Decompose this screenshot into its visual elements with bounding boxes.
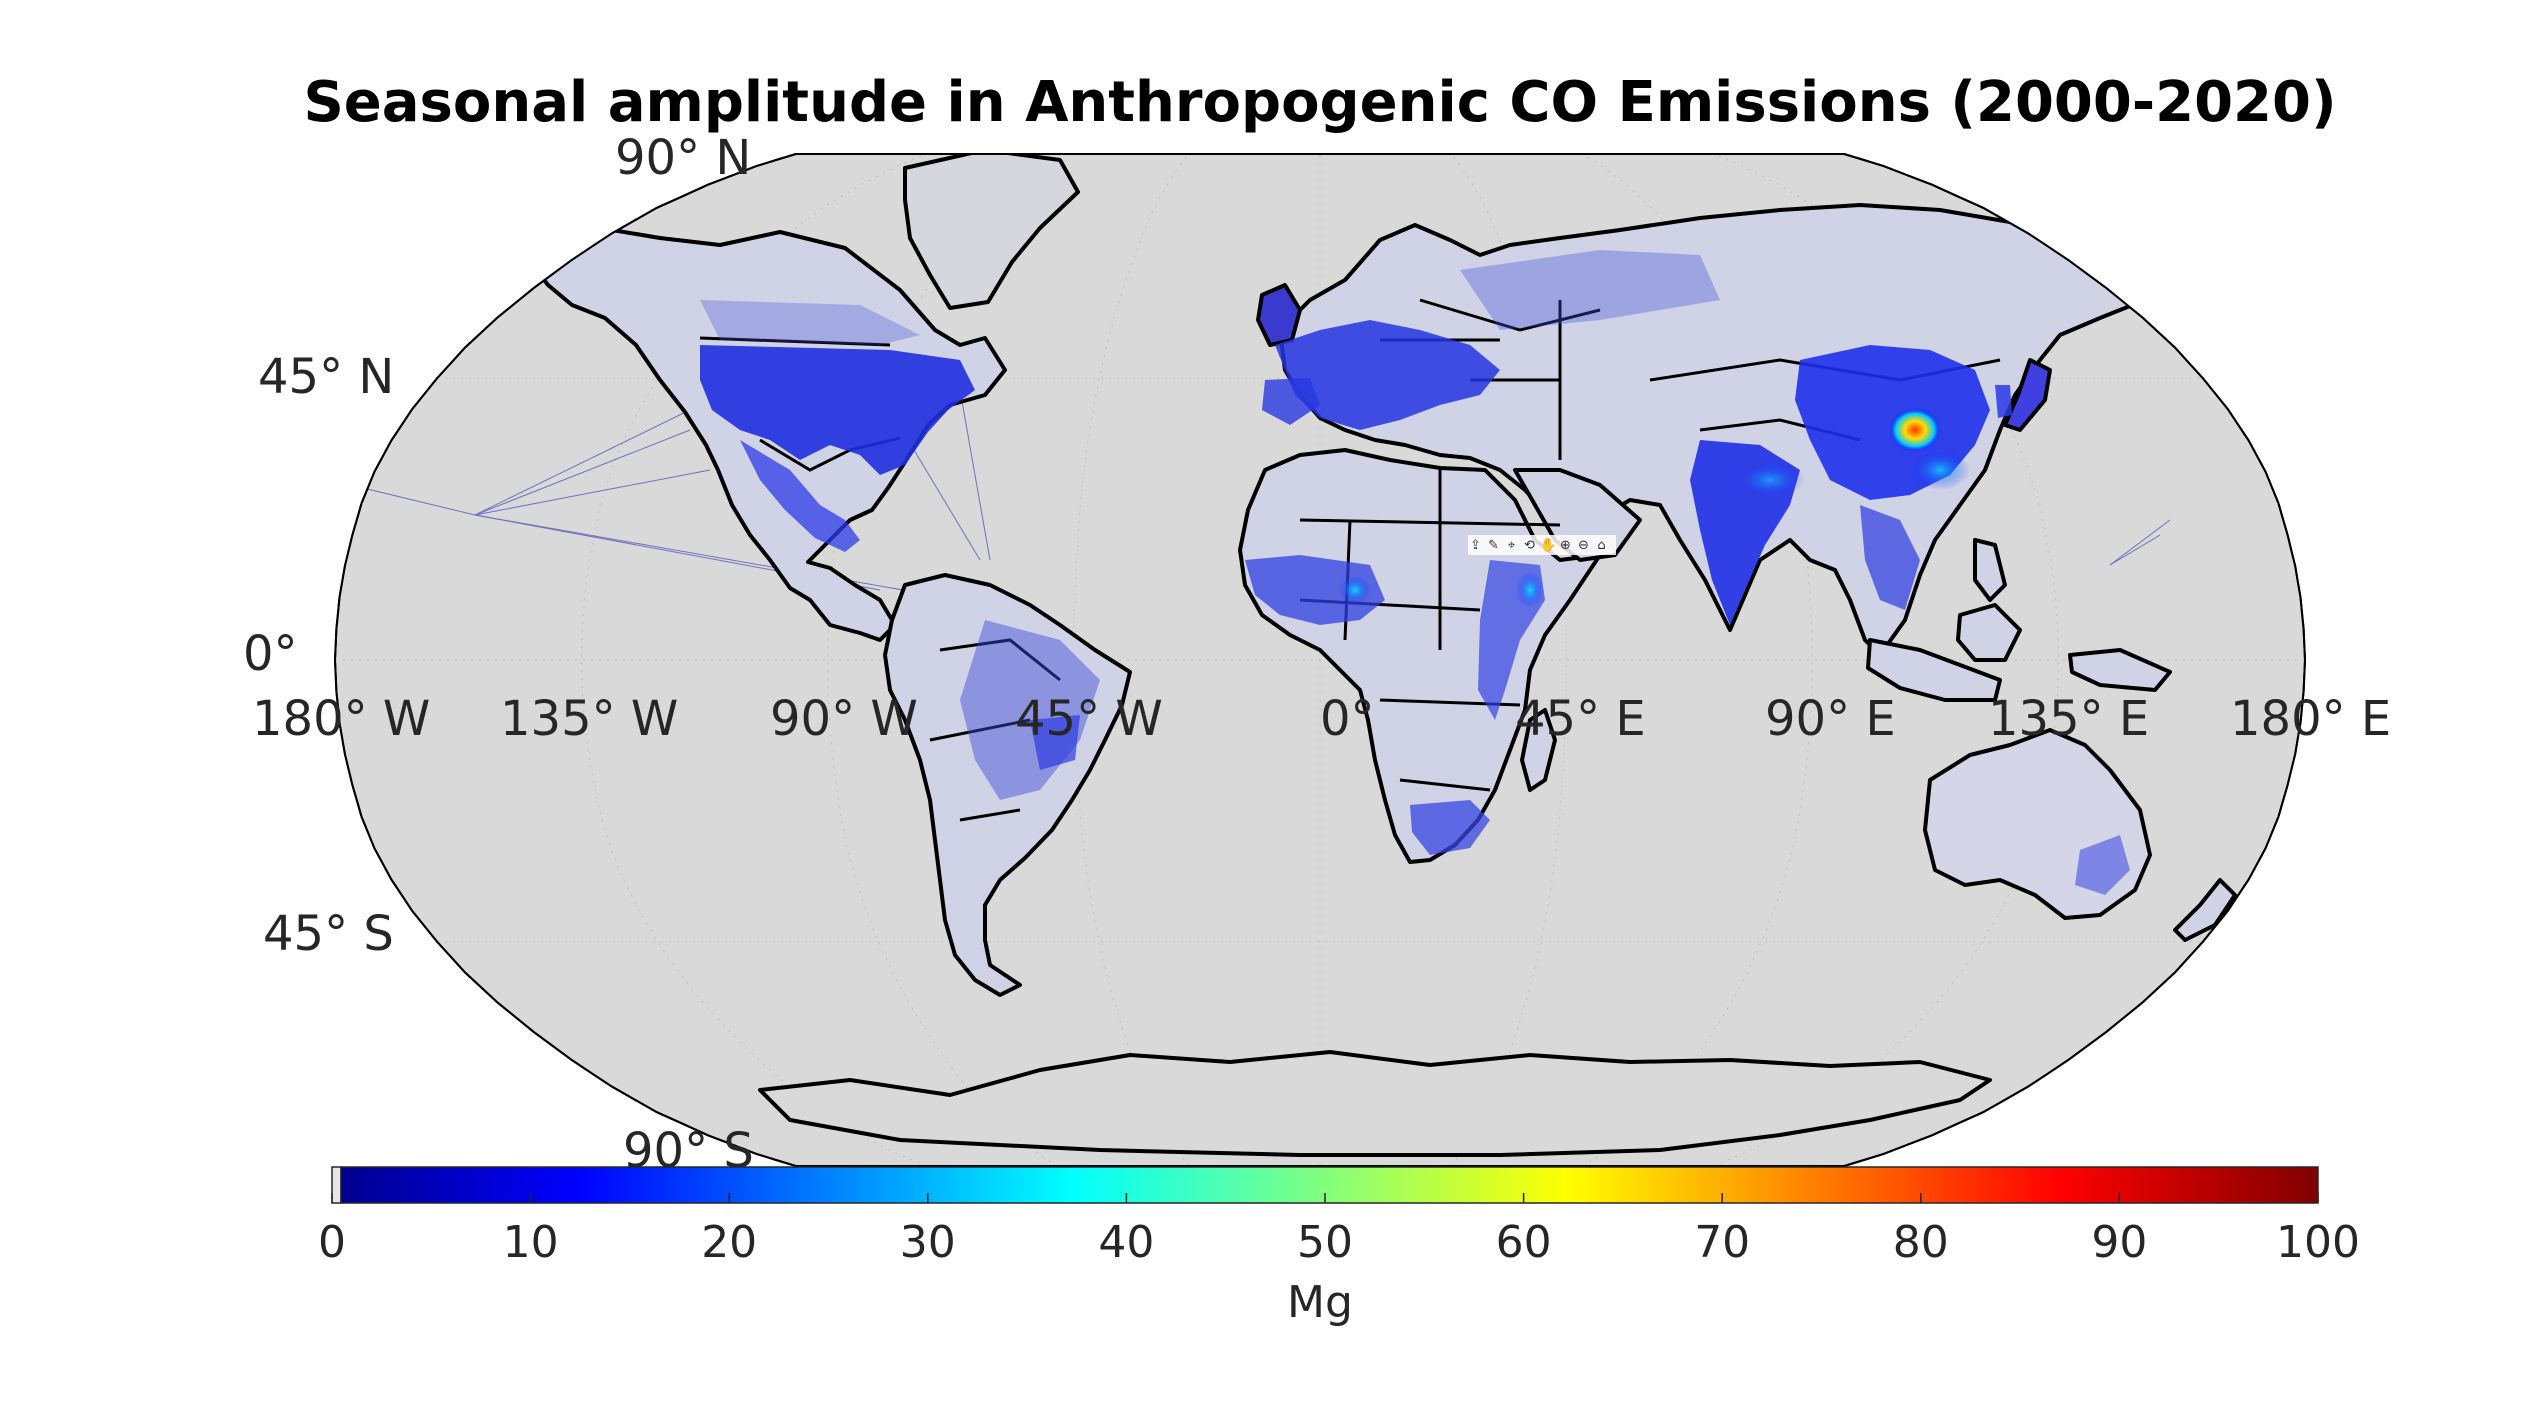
colorbar-tick-label: 70 bbox=[1694, 1217, 1750, 1268]
home-icon[interactable]: ⌂ bbox=[1597, 537, 1606, 553]
lon-label-0: 0° bbox=[1320, 691, 1375, 747]
emission-south-africa bbox=[1410, 800, 1490, 855]
zoom-out-icon[interactable]: ⊖ bbox=[1578, 537, 1589, 553]
emission-southeast-asia bbox=[1860, 505, 1920, 610]
lon-label-180e: 180° E bbox=[2230, 691, 2391, 747]
rotate-icon[interactable]: ⟲ bbox=[1524, 537, 1535, 553]
land-new-zealand bbox=[2173, 878, 2237, 942]
lon-label-90e: 90° E bbox=[1765, 691, 1896, 747]
colorbar-tick-label: 10 bbox=[503, 1217, 559, 1268]
map-title: Seasonal amplitude in Anthropogenic CO E… bbox=[303, 70, 2336, 135]
lon-label-180w: 180° W bbox=[252, 691, 430, 747]
hotspot-eastern-china bbox=[1910, 450, 1970, 490]
colorbar-ticks: 0 10 20 30 40 50 60 70 80 90 100 bbox=[318, 1193, 2360, 1268]
colorbar: 0 10 20 30 40 50 60 70 80 90 100 Mg bbox=[318, 1166, 2360, 1328]
lon-label-45w: 45° W bbox=[1015, 691, 1163, 747]
emission-southeast-brazil bbox=[1030, 715, 1080, 770]
emission-east-australia bbox=[2075, 835, 2130, 895]
colorbar-tick-label: 40 bbox=[1098, 1217, 1154, 1268]
graticule-meridian bbox=[1713, 154, 2060, 1166]
colorbar-tick-label: 100 bbox=[2276, 1217, 2360, 1268]
brush-icon[interactable]: ✎ bbox=[1488, 537, 1499, 553]
emission-west-africa bbox=[1245, 555, 1385, 625]
emission-russia bbox=[1460, 250, 1720, 330]
lat-label-0: 0° bbox=[243, 626, 298, 682]
lon-label-90w: 90° W bbox=[770, 691, 918, 747]
map-frame bbox=[333, 153, 2307, 1167]
emission-overlays bbox=[700, 250, 2130, 895]
colorbar-tick-label: 0 bbox=[318, 1217, 346, 1268]
graticule-meridian bbox=[580, 154, 927, 1166]
lat-label-45n: 45° N bbox=[258, 349, 394, 405]
land-antarctica bbox=[758, 1050, 1992, 1157]
lat-label-45s: 45° S bbox=[263, 906, 394, 962]
pan-icon[interactable]: ✋ bbox=[1540, 537, 1557, 553]
emission-iberia bbox=[1262, 378, 1320, 425]
lon-label-135e: 135° E bbox=[1988, 691, 2149, 747]
land-south-america bbox=[883, 573, 1132, 997]
colorbar-tick-label: 20 bbox=[701, 1217, 757, 1268]
land-philippines bbox=[1973, 538, 2007, 602]
land-eurasia bbox=[1278, 203, 2162, 657]
lon-label-45e: 45° E bbox=[1515, 691, 1646, 747]
emission-canada bbox=[700, 300, 920, 345]
hotspot-north-china-plain bbox=[1889, 408, 1941, 452]
colorbar-tick-label: 50 bbox=[1297, 1217, 1353, 1268]
land-borneo bbox=[1956, 603, 2022, 662]
emission-korea bbox=[1995, 385, 2012, 418]
hotspot-ganges-plain bbox=[1735, 462, 1805, 498]
axes-toolbar: ⇪ ✎ ⌖ ⟲ ✋ ⊕ ⊖ ⌂ bbox=[1468, 535, 1616, 555]
datatip-icon[interactable]: ⌖ bbox=[1507, 537, 1516, 553]
emission-united-states bbox=[700, 345, 975, 475]
colorbar-label: Mg bbox=[1287, 1277, 1353, 1328]
land-japan bbox=[2003, 358, 2052, 432]
emission-mexico bbox=[740, 440, 860, 552]
land-madagascar bbox=[1520, 708, 1557, 792]
land-new-guinea bbox=[2068, 648, 2172, 692]
emission-europe bbox=[1275, 320, 1500, 430]
colorbar-tick-label: 80 bbox=[1893, 1217, 1949, 1268]
hotspot-nigeria bbox=[1339, 576, 1371, 604]
land-greenland bbox=[903, 154, 1080, 310]
lat-label-90n: 90° N bbox=[615, 130, 751, 186]
land-indonesia bbox=[1866, 638, 2002, 702]
longitude-labels: 180° W 135° W 90° W 45° W 0° 45° E 90° E… bbox=[252, 691, 2391, 747]
colorbar-tick-label: 90 bbox=[2091, 1217, 2147, 1268]
colorbar-gradient[interactable] bbox=[340, 1166, 2319, 1204]
colorbar-underflow bbox=[331, 1166, 342, 1204]
lon-label-135w: 135° W bbox=[500, 691, 678, 747]
colorbar-tick-label: 60 bbox=[1496, 1217, 1552, 1268]
colorbar-tick-label: 30 bbox=[900, 1217, 956, 1268]
export-icon[interactable]: ⇪ bbox=[1470, 537, 1481, 553]
zoom-in-icon[interactable]: ⊕ bbox=[1560, 537, 1571, 553]
hotspot-ethiopia bbox=[1516, 572, 1544, 608]
